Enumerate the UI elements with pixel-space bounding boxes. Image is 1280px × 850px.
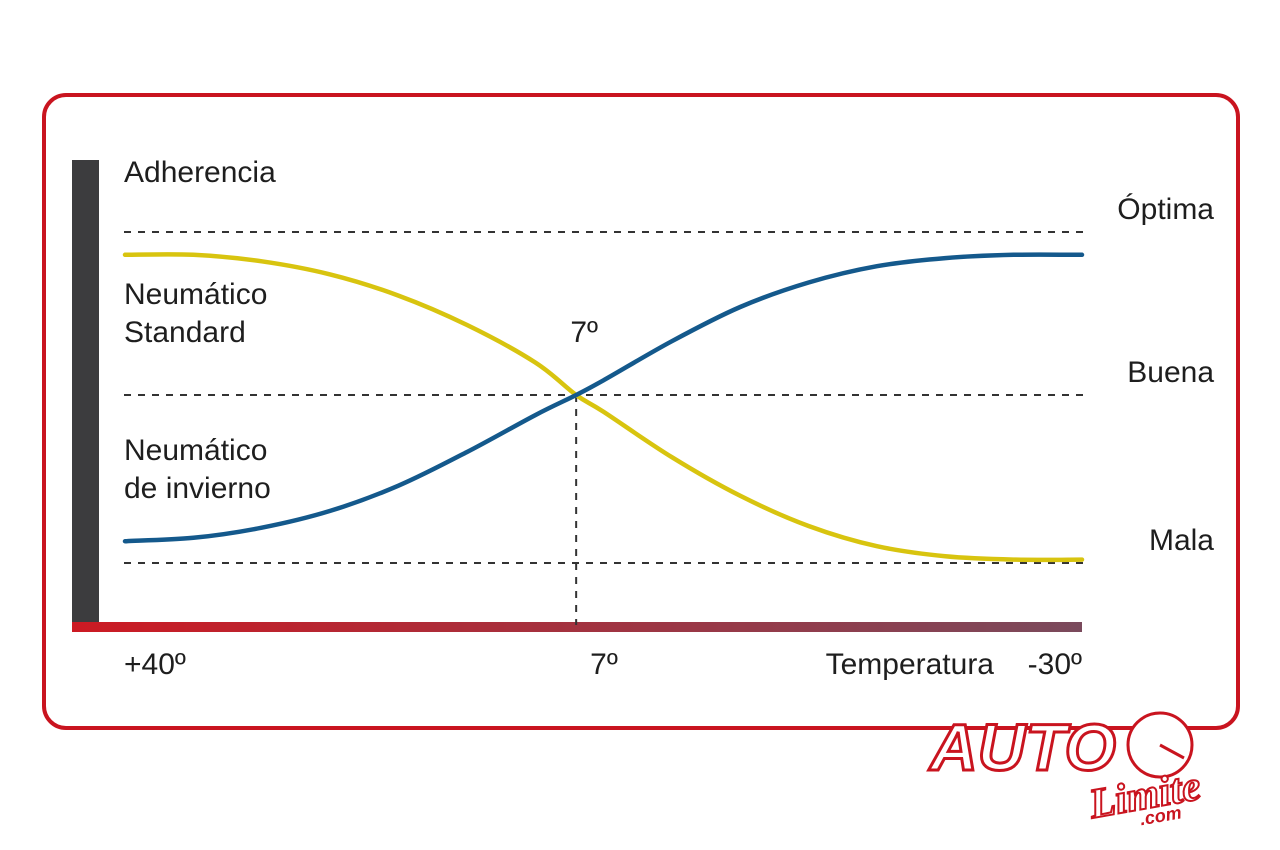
level-label-2: Mala (1149, 524, 1214, 557)
x-tick-label-end: -30º (1028, 648, 1082, 681)
series-label-winter-line1: Neumático (124, 434, 267, 467)
level-label-1: Buena (1127, 356, 1214, 389)
series-group (122, 252, 1085, 563)
series-line-1 (122, 252, 1085, 544)
adherence-levels: Óptima Buena Mala (124, 193, 1214, 564)
level-label-0: Óptima (1117, 193, 1214, 226)
series-line-0 (122, 252, 1085, 563)
series-label-standard-line2: Standard (124, 316, 246, 349)
x-tick-label-mid: 7º (590, 648, 618, 681)
y-axis-label: Adherencia (124, 156, 276, 189)
x-axis-bar (72, 622, 1082, 632)
logo-auto-text: AUTO (928, 710, 1116, 784)
series-label-standard-line1: Neumático (124, 278, 267, 311)
y-axis-bar (72, 160, 99, 630)
x-axis-label: Temperatura (826, 648, 995, 681)
chart-frame (42, 93, 1240, 730)
autolimite-logo: AUTO Limite .com (927, 709, 1206, 830)
x-tick-label-start: +40º (124, 648, 186, 681)
speedometer-needle-icon (1159, 743, 1185, 760)
crossover-label: 7º (570, 316, 598, 349)
series-label-winter-line2: de invierno (124, 472, 271, 505)
